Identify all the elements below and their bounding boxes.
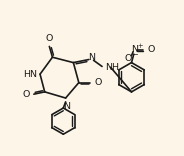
Text: O: O: [94, 78, 102, 87]
Text: O: O: [147, 45, 154, 54]
Text: O: O: [23, 90, 30, 99]
Text: +: +: [138, 43, 143, 49]
Text: N: N: [131, 45, 138, 54]
Text: N: N: [63, 102, 70, 111]
Text: N: N: [88, 54, 95, 63]
Text: O: O: [125, 54, 132, 63]
Text: O: O: [46, 34, 53, 43]
Text: NH: NH: [105, 63, 119, 72]
Text: HN: HN: [23, 70, 37, 79]
Text: −: −: [132, 52, 138, 58]
